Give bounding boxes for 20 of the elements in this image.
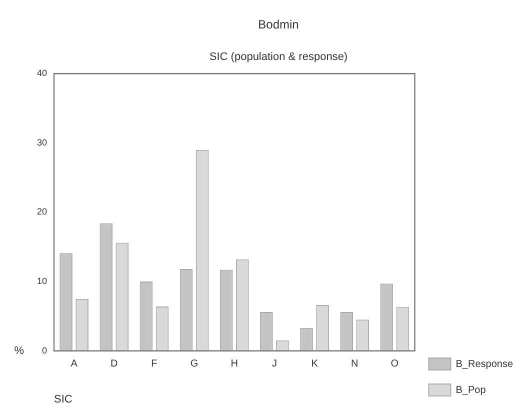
y-tick-label: 0 (42, 345, 48, 356)
y-tick-label: 20 (36, 206, 48, 217)
y-axis-title: % (14, 344, 24, 357)
x-tick-label: N (351, 358, 358, 370)
y-tick-label: 10 (36, 276, 48, 286)
x-tick-label: J (272, 358, 277, 370)
x-tick-label: F (151, 358, 158, 370)
chart-title: Bodmin (258, 18, 299, 32)
x-axis-title: SIC (54, 393, 72, 406)
chart-subtitle: SIC (population & response) (209, 51, 348, 64)
legend-label: B_Pop (456, 384, 486, 396)
x-tick-label: D (110, 358, 118, 370)
legend-label: B_Response (456, 358, 514, 370)
x-tick-label: A (70, 358, 78, 370)
x-tick-label: H (230, 358, 238, 370)
x-tick-label: O (390, 358, 399, 370)
y-tick-label: 40 (36, 68, 48, 78)
x-tick-label: G (190, 358, 198, 370)
y-tick-label: 30 (36, 137, 48, 148)
x-tick-label: K (311, 358, 318, 370)
